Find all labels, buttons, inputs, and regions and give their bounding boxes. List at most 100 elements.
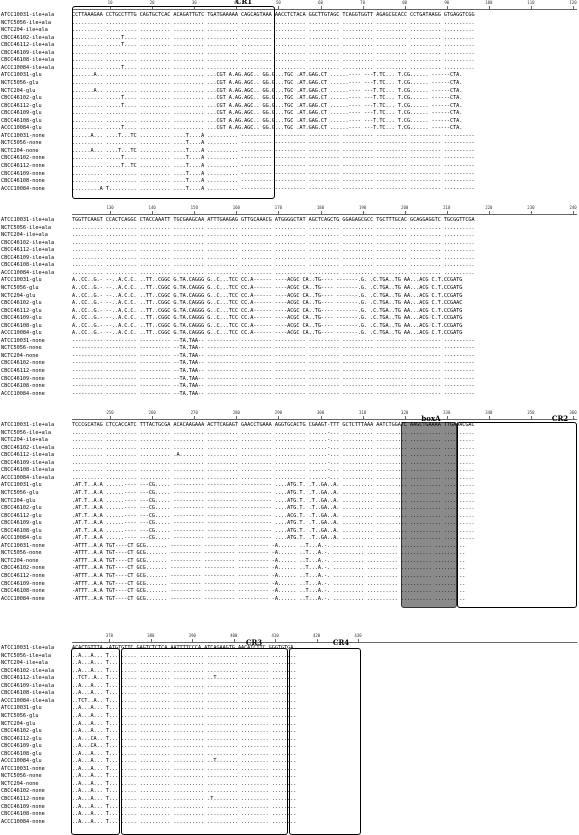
ruler-tick [278,416,280,419]
ruler-tick-label: 270 [190,410,198,415]
ruler-tick-label: 250 [106,410,114,415]
sample-name: ACCC10084-glu [1,125,42,132]
ruler-tick [233,639,235,642]
sample-name: CBCC46102-glu [1,728,42,735]
sample-name: CBCC46112-none [1,796,45,802]
sequence-text: A..CC..G.- --..A.C.C. ..TT..CGGC G.TA.CA… [72,315,463,322]
sample-name: CBCC46102-none [1,788,45,795]
sequence-text: ..A...A... T......... .......... .......… [72,720,297,727]
sequence-text: .......... .......... .......... .......… [72,474,475,481]
sample-name: CBCC46102-glu [1,505,42,512]
sample-name: NCTC204-none [1,557,39,564]
ruler-tick [488,6,490,9]
sample-name: NCTC204-ile+ala [1,232,48,239]
sequence-text: TGGTTCAAGT CCACTCAGGC CTACCAAATT TGCGAAG… [72,217,475,223]
ruler-tick [573,6,574,9]
ruler-tick [320,6,322,9]
sequence-text: -ATTT..A.A TGT----CT GCG....... --------… [72,542,466,549]
ruler-tick [110,211,112,214]
ruler-tick [150,639,152,642]
sample-name: ATCC10031-ile+ala [1,422,55,428]
sequence-text: .......A.. .......... .......... .......… [72,72,463,79]
sequence-text: .......... .......... .......... .......… [72,117,463,124]
sample-name: NCTC5056-ile+ala [1,19,51,26]
sequence-text: .......A.. .......... .......... .......… [72,87,463,94]
sample-name: NCTC5056-glu [1,712,39,719]
sample-name: CBCC46112-none [1,573,45,579]
sample-name: CBCC46108-glu [1,527,42,534]
sample-name: CBCC46112-glu [1,307,42,314]
ruler-tick [320,416,322,419]
sequence-text: .........A T......... .......... ....T..… [72,185,475,192]
sequence-text: ..A...A... T......... .......... .......… [72,652,297,659]
ruler-tick-label: 380 [147,633,155,638]
sample-name: CBCC46108-none [1,178,45,185]
sequence-text: A..CC..G.- --..A.C.C. ..TT..CGGC G.TA.CA… [72,277,463,284]
sample-name: CBCC46108-ile+ala [1,57,55,64]
sample-name: CBCC46112-glu [1,102,42,109]
conserved-region-box [457,422,577,608]
ruler-tick-label: 170 [274,205,283,210]
sequence-text: .......... .......... .......... .......… [72,224,475,231]
sequence-text: CCTTAAAGAA CCTGCCTTTG CAGTGCTCAC ACAGATT… [72,12,475,18]
sample-name: CBCC46102-ile+ala [1,239,55,246]
sample-name: ATCC10031-ile+ala [1,217,55,223]
sample-name: CBCC46108-none [1,588,45,595]
ruler-tick-label: 100 [485,0,493,5]
sample-name: CBCC46109-glu [1,520,42,527]
sample-name: CBCC46109-glu [1,110,42,117]
sequence-text: -ATTT..A.A TGT----CT GCG....... --------… [72,595,466,602]
sequence-text: .AT.T..A.A ......---- ---CG..... -------… [72,505,475,512]
ruler-tick [362,211,364,214]
ruler-tick [236,6,238,9]
sample-name: ATCC10031-none [1,765,45,772]
alignment-block: 250 260 270 280 290 300 310 320 330 340 350 360 ATCC… [0,410,579,610]
sample-name: NCTC5056-none [1,345,42,352]
sequence-text: A..CC..G.- --..A.C.C. ..TT..CGGC G.TA.CA… [72,292,463,299]
sequence-text: ..A...CA.. T......... .......... .......… [72,743,297,750]
sequence-text: .......... .......... .......... .......… [72,232,475,239]
sample-name: ATCC10031-ile+ala [1,12,55,18]
sample-name: ATCC10031-ile+ala [1,645,55,651]
sequence-text: ..A...A... T......... .......... .......… [72,712,297,719]
ruler-tick-label: 230 [527,205,535,210]
ruler-tick-label: 340 [485,410,493,415]
sequence-text: .......... .......... .......... ....T..… [72,140,475,147]
sequence-text: ..A...A... T......... .......... .......… [72,811,297,818]
sequence-text: .......... .......... .......... .......… [72,19,475,26]
sample-name: NCTC5056-none [1,550,42,557]
ruler-tick [278,6,280,9]
ruler-tick-label: 400 [230,633,238,638]
sample-name: CBCC46109-ile+ala [1,49,55,56]
sample-name: ATCC10031-glu [1,482,42,489]
ruler-tick [109,639,111,642]
sample-name: ACCC10084-ile+ala [1,64,55,71]
sample-name: CBCC46102-ile+ala [1,34,55,41]
sample-name: ACCC10084-ile+ala [1,269,55,276]
sequence-text: ---------- ---------- ---------- --TA.TA… [72,352,475,359]
sequence-text: .AT.T..A.A ......---- ---CG..... -------… [72,512,475,519]
sequence-text: .......... .......... .......... .......… [72,247,475,254]
ruler-tick-label: 90 [444,0,450,5]
sequence-text: ..A...A... T......... .......... .......… [72,803,297,810]
sample-name: CBCC46109-glu [1,315,42,322]
sequence-text: A..CC..G.- --..A.C.C. ..TT..CGGC G.TA.CA… [72,330,463,337]
sample-name: NCTC204-none [1,780,39,787]
sequence-text: .......... .......... .......... ....T..… [72,178,475,185]
ruler-tick [573,416,574,419]
sequence-text: ..A...A... T......... .......... .......… [72,780,297,787]
sequence-text: ..A...A... T......... .......... .......… [72,758,297,765]
ruler-tick-label: 120 [569,0,577,5]
sequence-text: .AT.T..A.A ......---- ---CG..... -------… [72,527,475,534]
region-label: CR2 [551,414,569,423]
sequence-text: .......... .....T.... .......... .......… [72,95,463,102]
sequence-text: .......... .......... .......... .......… [72,27,475,34]
sequence-text: ---------- ---------- ---------- --TA.TA… [72,337,475,344]
sample-name: CBCC46102-ile+ala [1,667,55,674]
sequence-text: ..A...A... T......... .......... .......… [72,682,297,689]
sequence-text: ......A... ....T...TC .......... ....T..… [72,132,475,139]
sequence-text: ..A...A... T......... .......... .......… [72,796,297,802]
sample-name: ATCC10031-none [1,132,45,139]
ruler-tick-label: 430 [354,633,362,638]
sample-name: CBCC46108-none [1,811,45,818]
